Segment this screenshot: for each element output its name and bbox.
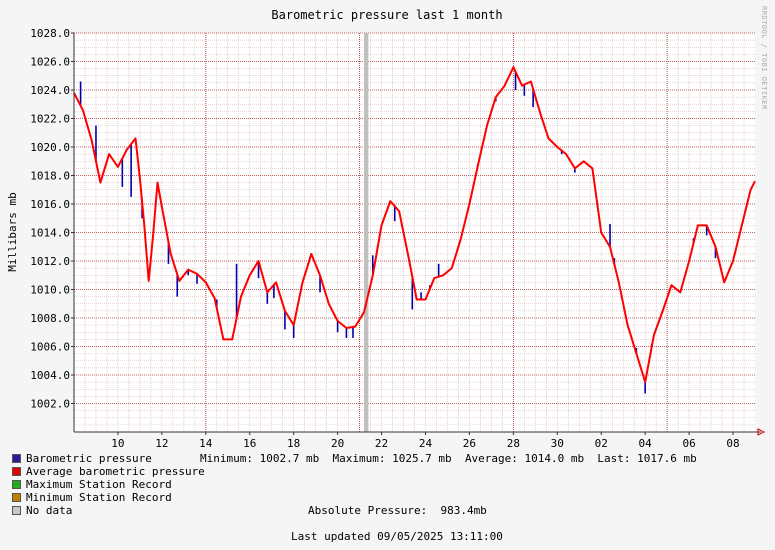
legend-label: Barometric pressure	[26, 452, 152, 465]
x-tick-label: 04	[639, 437, 653, 450]
legend-label: Maximum Station Record	[26, 478, 172, 491]
average-pressure-line	[73, 66, 756, 384]
x-tick-label: 16	[243, 437, 256, 450]
y-tick-label: 1006.0	[30, 341, 70, 354]
legend-item-average: Average barometric pressure	[12, 465, 205, 478]
legend-item-min-record: Minimum Station Record	[12, 491, 205, 504]
legend-item-no-data: No data	[12, 504, 205, 517]
y-axis-label: Millibars mb	[6, 192, 19, 271]
x-tick-label: 20	[331, 437, 344, 450]
x-tick-label: 24	[419, 437, 433, 450]
no-data-band	[363, 33, 369, 432]
x-tick-label: 28	[507, 437, 520, 450]
y-tick-labels: 1002.0 1004.0 1006.0 1008.0 1010.0 1012.0 1014…	[30, 27, 74, 411]
x-axis-arrow	[757, 428, 766, 436]
x-tick-label: 10	[111, 437, 124, 450]
y-tick-label: 1028.0	[30, 27, 70, 40]
rrdtool-credit: RRDTOOL / TOBI OETIKER	[760, 6, 768, 110]
y-tick-label: 1016.0	[30, 198, 70, 211]
legend-label: No data	[26, 504, 73, 517]
x-tick-label: 30	[551, 437, 564, 450]
y-tick-label: 1002.0	[30, 398, 70, 411]
legend-swatch-max-record	[12, 480, 21, 489]
legend-label: Average barometric pressure	[26, 465, 205, 478]
y-tick-label: 1012.0	[30, 255, 70, 268]
y-tick-label: 1020.0	[30, 141, 70, 154]
y-tick-label: 1018.0	[30, 170, 70, 183]
stat-average: Average: 1014.0 mb	[464, 452, 585, 465]
legend-swatch-barometric	[12, 454, 21, 463]
x-tick-label: 22	[375, 437, 388, 450]
legend: Barometric pressure Average barometric p…	[12, 452, 205, 517]
legend-label: Minimum Station Record	[26, 491, 172, 504]
legend-swatch-average	[12, 467, 21, 476]
series-layer	[73, 66, 756, 394]
x-tick-label: 18	[287, 437, 300, 450]
x-tick-labels: 10 12 14 16 18 20 22 24 26 28 30 02 04 06 08	[111, 432, 740, 450]
legend-item-max-record: Maximum Station Record	[12, 478, 205, 491]
last-updated: Last updated 09/05/2025 13:11:00	[291, 530, 503, 543]
y-tick-label: 1022.0	[30, 113, 70, 126]
y-tick-label: 1026.0	[30, 56, 70, 69]
x-tick-label: 26	[463, 437, 476, 450]
x-tick-label: 12	[155, 437, 168, 450]
legend-swatch-min-record	[12, 493, 21, 502]
stat-minimum: Minimum: 1002.7 mb	[200, 452, 320, 465]
x-tick-label: 02	[595, 437, 608, 450]
stat-last: Last: 1017.6 mb	[597, 452, 697, 465]
x-tick-label: 08	[726, 437, 739, 450]
stats-line: Minimum: 1002.7 mb Maximum: 1025.7 mb Av…	[200, 452, 697, 465]
legend-swatch-no-data	[12, 506, 21, 515]
x-tick-label: 14	[199, 437, 213, 450]
stat-maximum: Maximum: 1025.7 mb	[332, 452, 452, 465]
y-tick-label: 1010.0	[30, 284, 70, 297]
chart-title: Barometric pressure last 1 month	[271, 8, 502, 22]
absolute-pressure: Absolute Pressure: 983.4mb	[308, 504, 487, 517]
legend-item-barometric: Barometric pressure	[12, 452, 205, 465]
y-tick-label: 1014.0	[30, 227, 70, 240]
y-tick-label: 1004.0	[30, 369, 70, 382]
grid-minor	[74, 33, 755, 432]
y-tick-label: 1008.0	[30, 312, 70, 325]
x-tick-label: 06	[682, 437, 695, 450]
y-tick-label: 1024.0	[30, 84, 70, 97]
